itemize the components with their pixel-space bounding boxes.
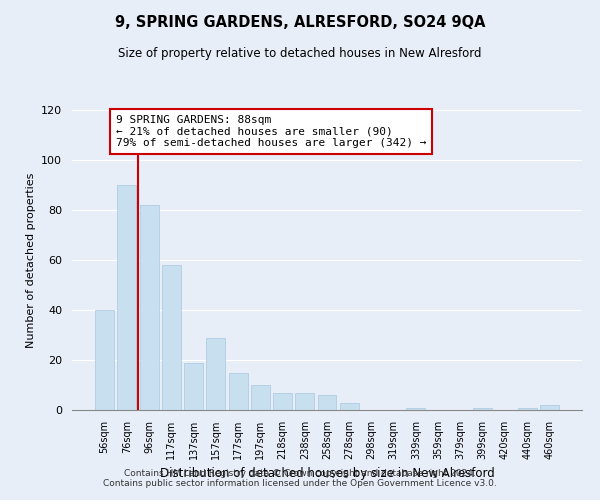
Text: 9 SPRING GARDENS: 88sqm
← 21% of detached houses are smaller (90)
79% of semi-de: 9 SPRING GARDENS: 88sqm ← 21% of detache… <box>116 115 426 148</box>
Bar <box>184 362 203 410</box>
Text: Size of property relative to detached houses in New Alresford: Size of property relative to detached ho… <box>118 48 482 60</box>
Bar <box>518 408 536 410</box>
Bar <box>273 392 292 410</box>
Bar <box>317 395 337 410</box>
Bar <box>295 392 314 410</box>
Bar <box>206 338 225 410</box>
Bar <box>251 385 270 410</box>
Bar <box>162 265 181 410</box>
Text: Contains public sector information licensed under the Open Government Licence v3: Contains public sector information licen… <box>103 478 497 488</box>
Bar <box>473 408 492 410</box>
Bar <box>229 372 248 410</box>
Bar <box>406 408 425 410</box>
Text: 9, SPRING GARDENS, ALRESFORD, SO24 9QA: 9, SPRING GARDENS, ALRESFORD, SO24 9QA <box>115 15 485 30</box>
Y-axis label: Number of detached properties: Number of detached properties <box>26 172 35 348</box>
Bar <box>340 402 359 410</box>
Bar <box>540 405 559 410</box>
Bar <box>95 310 114 410</box>
Text: Contains HM Land Registry data © Crown copyright and database right 2024.: Contains HM Land Registry data © Crown c… <box>124 468 476 477</box>
Bar <box>140 205 158 410</box>
X-axis label: Distribution of detached houses by size in New Alresford: Distribution of detached houses by size … <box>160 468 494 480</box>
Bar <box>118 185 136 410</box>
